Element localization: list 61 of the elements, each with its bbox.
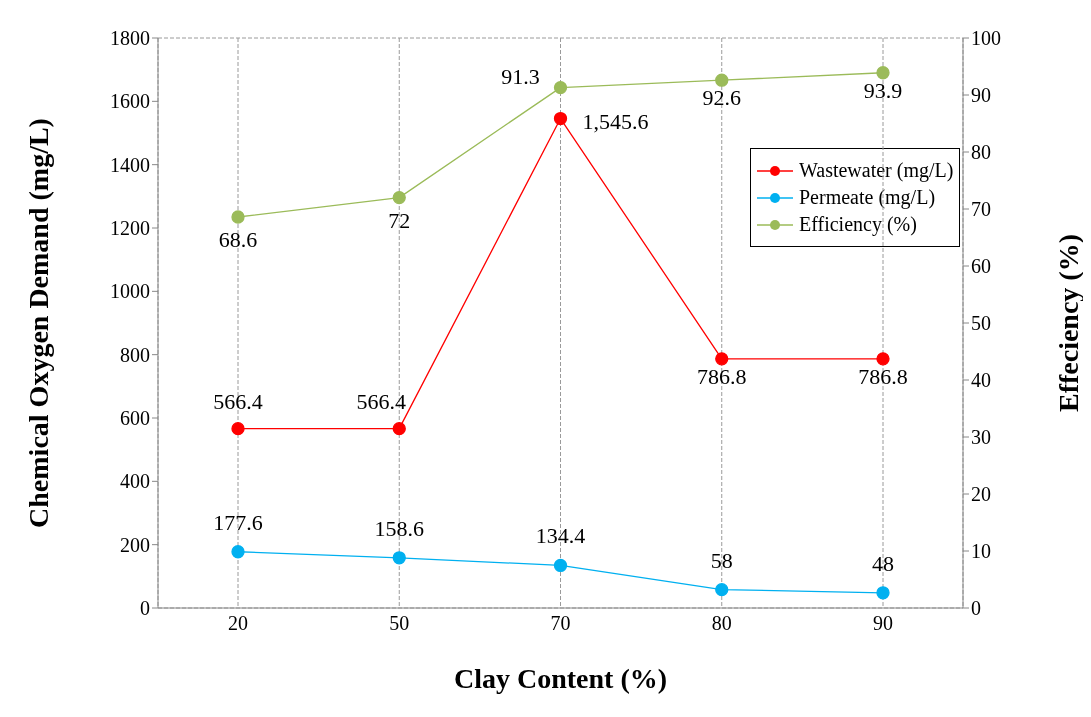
y-tick-label: 600 <box>120 407 150 430</box>
data-label: 786.8 <box>858 363 908 389</box>
data-label: 68.6 <box>218 226 258 252</box>
point <box>715 352 729 366</box>
point <box>876 66 890 80</box>
y-tick-label: 200 <box>120 533 150 556</box>
data-label: 58 <box>710 547 733 573</box>
x-tick-label: 20 <box>228 612 248 635</box>
y-tick-label: 1400 <box>110 153 150 176</box>
y-axis-title: Chemical Oxygen Demand (mg/L) <box>22 118 54 528</box>
data-label: 1,545.6 <box>582 108 649 134</box>
y2-tick-label: 80 <box>971 141 991 164</box>
y2-tick-label: 90 <box>971 84 991 107</box>
data-label: 177.6 <box>213 509 263 535</box>
data-label: 93.9 <box>863 77 903 103</box>
point <box>231 210 245 224</box>
legend-label: Efficiency (%) <box>799 213 917 236</box>
y2-tick-label: 60 <box>971 255 991 278</box>
point <box>553 111 568 126</box>
y2-tick-label: 50 <box>971 312 991 335</box>
point <box>876 352 890 366</box>
y2-tick-label: 30 <box>971 426 991 449</box>
y-tick-label: 800 <box>120 343 150 366</box>
legend-label: Permeate (mg/L) <box>799 186 936 209</box>
y-tick-label: 1600 <box>110 90 150 113</box>
data-label: 566.4 <box>213 388 263 414</box>
point <box>231 545 245 559</box>
point <box>553 558 568 573</box>
point <box>876 586 890 600</box>
x-tick-label: 70 <box>550 612 571 635</box>
y2-tick-label: 10 <box>971 540 991 563</box>
y-tick-label: 0 <box>140 597 150 620</box>
data-label: 158.6 <box>374 515 424 541</box>
y-tick-label: 1000 <box>110 280 150 303</box>
data-label: 134.4 <box>535 523 586 549</box>
point <box>392 421 406 436</box>
point <box>553 80 568 95</box>
y-tick-label: 1200 <box>110 217 150 240</box>
y2-tick-label: 20 <box>971 483 991 506</box>
data-label: 566.4 <box>356 388 406 414</box>
x-tick-label: 90 <box>873 612 893 635</box>
point <box>715 73 729 87</box>
data-label: 48 <box>872 550 894 576</box>
y2-tick-label: 70 <box>971 198 991 221</box>
y-tick-label: 1800 <box>110 27 150 50</box>
point <box>231 421 245 436</box>
y2-tick-label: 100 <box>971 27 1001 50</box>
y-tick-label: 400 <box>120 470 150 493</box>
x-axis-title: Clay Content (%) <box>453 663 668 694</box>
data-label: 91.3 <box>501 63 540 89</box>
x-tick-label: 50 <box>389 612 410 635</box>
point <box>392 551 406 565</box>
point <box>392 190 406 205</box>
data-label: 92.6 <box>702 85 741 111</box>
x-tick-label: 80 <box>711 612 732 635</box>
legend-label: Wastewater (mg/L) <box>799 159 954 182</box>
y2-tick-label: 40 <box>971 369 991 392</box>
data-label: 786.8 <box>697 363 747 389</box>
point <box>715 582 729 597</box>
data-label: 72 <box>388 207 411 233</box>
y2-tick-label: 0 <box>971 597 981 620</box>
